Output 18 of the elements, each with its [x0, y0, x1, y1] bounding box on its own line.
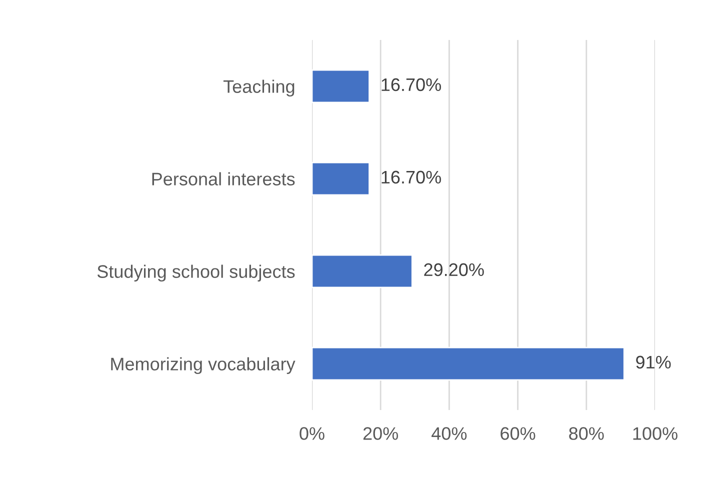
bar — [312, 69, 370, 104]
data-label: 91% — [636, 356, 671, 369]
y-tick-label: Teaching — [223, 80, 294, 97]
x-tick-label: 0% — [300, 427, 324, 440]
data-label: 29.20% — [424, 263, 484, 276]
y-tick-label: Memorizing vocabulary — [111, 357, 296, 374]
y-tick-label: Personal interests — [152, 172, 295, 186]
x-tick-label: 40% — [432, 427, 467, 440]
bar — [312, 162, 370, 196]
x-tick-label: 100% — [633, 427, 678, 440]
x-tick-label: 60% — [500, 427, 536, 440]
y-tick-label: Studying school subjects — [97, 264, 295, 282]
x-tick-label: 80% — [569, 427, 604, 440]
data-label: 16.70% — [382, 170, 441, 184]
bar — [312, 346, 625, 381]
data-label: 16.70% — [382, 78, 441, 92]
bar — [312, 254, 413, 288]
x-tick-label: 20% — [363, 427, 398, 440]
